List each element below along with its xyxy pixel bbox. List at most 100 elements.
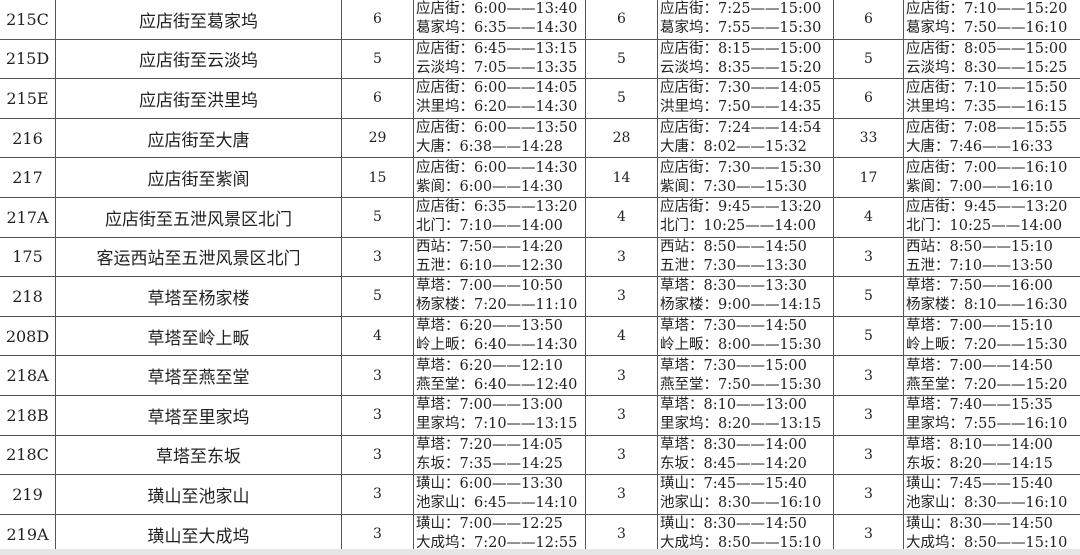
departure-time-line: 五泄：7:10——13:50: [906, 257, 1053, 274]
departure-times: 应店街：8:15——15:00 云淡坞：8:35——15:20: [657, 38, 834, 80]
departure-time-line: 云淡坞：7:05——13:35: [416, 59, 578, 76]
route-number: 218B: [0, 394, 56, 436]
departure-times: 草塔：7:30——15:00 燕至堂：7:50——15:30: [657, 355, 834, 396]
route-number: 216: [0, 117, 56, 159]
trip-count: 3: [341, 513, 414, 555]
departure-time-line: 大唐：6:38——14:28: [416, 139, 563, 156]
departure-time-line: 燕至堂：6:40——12:40: [416, 376, 578, 393]
departure-time-line: 应店街：6:00——13:40: [416, 1, 578, 18]
departure-time-line: 草塔：7:00——10:50: [416, 278, 563, 295]
trip-count: 3: [833, 474, 904, 515]
departure-time-line: 应店街：7:10——15:20: [906, 1, 1068, 18]
route-number: 218C: [0, 434, 56, 476]
departure-times: 应店街：7:10——15:20 葛家坞：7:50——16:10: [903, 0, 1080, 40]
trip-count: 3: [585, 474, 658, 515]
trip-count: 15: [341, 157, 414, 198]
route-number: 218: [0, 276, 56, 317]
departure-time-line: 大成坞：8:50——15:10: [906, 535, 1068, 552]
departure-time-line: 璜山：8:30——14:50: [660, 516, 807, 533]
trip-count: 4: [585, 196, 658, 238]
departure-times: 草塔：7:00——14:50 燕至堂：7:20——15:20: [903, 355, 1080, 396]
trip-count: 3: [341, 394, 414, 436]
table-row: 215D 应店街至云淡坞 5 应店街：6:45——13:15 云淡坞：7:05——13:…: [0, 38, 1080, 80]
trip-count: 3: [833, 434, 904, 476]
departure-times: 应店街：6:00——14:30 紫阆：6:00——14:30: [413, 157, 586, 198]
departure-times: 西站：8:50——14:50 五泄：7:30——13:30: [657, 236, 834, 278]
departure-times: 应店街：7:30——14:05 洪里坞：7:50——14:35: [657, 78, 834, 119]
departure-time-line: 洪里坞：7:50——14:35: [660, 99, 822, 116]
departure-time-line: 草塔：8:30——14:00: [660, 436, 807, 453]
trip-count: 5: [341, 38, 414, 80]
table-row: 208D 草塔至岭上畈 4 草塔：6:20——13:50 岭上畈：6:40——14:30…: [0, 315, 1080, 357]
departure-time-line: 紫阆：7:30——15:30: [660, 178, 807, 195]
departure-time-line: 璜山：6:00——13:30: [416, 476, 563, 493]
departure-times: 草塔：7:20——14:05 东坂：7:35——14:25: [413, 434, 586, 476]
table-row: 215C 应店街至葛家坞 6 应店街：6:00——13:40 葛家坞：6:35——14:…: [0, 0, 1080, 40]
departure-time-line: 璜山：7:45——15:40: [660, 476, 807, 493]
trip-count: 17: [833, 157, 904, 198]
departure-time-line: 应店街：6:00——13:50: [416, 120, 578, 137]
departure-times: 应店街：7:25——15:00 葛家坞：7:55——15:30: [657, 0, 834, 40]
departure-time-line: 草塔：6:20——12:10: [416, 357, 563, 374]
departure-times: 应店街：6:00——13:40 葛家坞：6:35——14:30: [413, 0, 586, 40]
departure-times: 璜山：7:45——15:40 池家山：8:30——16:10: [657, 474, 834, 515]
route-number: 215C: [0, 0, 56, 40]
departure-time-line: 东坂：8:45——14:20: [660, 455, 807, 472]
trip-count: 6: [341, 78, 414, 119]
departure-time-line: 东坂：8:20——14:15: [906, 455, 1053, 472]
table-row: 218C 草塔至东坂 3 草塔：7:20——14:05 东坂：7:35——14:25 3 草…: [0, 434, 1080, 476]
departure-time-line: 应店街：7:30——15:30: [660, 159, 822, 176]
departure-times: 西站：8:50——15:10 五泄：7:10——13:50: [903, 236, 1080, 278]
trip-count: 28: [585, 117, 658, 159]
departure-time-line: 葛家坞：7:55——15:30: [660, 20, 822, 37]
trip-count: 5: [585, 38, 658, 80]
trip-count: 3: [585, 434, 658, 476]
trip-count: 33: [833, 117, 904, 159]
departure-times: 草塔：7:00——10:50 杨家楼：7:20——11:10: [413, 276, 586, 317]
departure-time-line: 紫阆：6:00——14:30: [416, 178, 563, 195]
departure-times: 草塔：8:10——13:00 里家坞：8:20——13:15: [657, 394, 834, 436]
route-name: 草塔至燕至堂: [55, 355, 342, 396]
trip-count: 6: [341, 0, 414, 40]
trip-count: 3: [341, 474, 414, 515]
trip-count: 3: [585, 394, 658, 436]
departure-times: 西站：7:50——14:20 五泄：6:10——12:30: [413, 236, 586, 278]
departure-time-line: 五泄：7:30——13:30: [660, 257, 807, 274]
departure-time-line: 草塔：8:10——14:00: [906, 436, 1053, 453]
departure-time-line: 草塔：7:00——13:00: [416, 397, 563, 414]
departure-time-line: 洪里坞：6:20——14:30: [416, 99, 578, 116]
table-row: 215E 应店街至洪里坞 6 应店街：6:00——14:05 洪里坞：6:20——14:…: [0, 78, 1080, 119]
departure-times: 应店街：6:00——13:50 大唐：6:38——14:28: [413, 117, 586, 159]
route-name: 璜山至池家山: [55, 474, 342, 515]
departure-time-line: 草塔：7:50——16:00: [906, 278, 1053, 295]
route-name: 草塔至东坂: [55, 434, 342, 476]
departure-times: 应店街：7:10——15:50 洪里坞：7:35——16:15: [903, 78, 1080, 119]
route-name: 客运西站至五泄风景区北门: [55, 236, 342, 278]
departure-times: 应店街：6:35——13:20 北门：7:10——14:00: [413, 196, 586, 238]
departure-times: 应店街：7:00——16:10 紫阆：7:00——16:10: [903, 157, 1080, 198]
table-row: 216 应店街至大唐 29 应店街：6:00——13:50 大唐：6:38——14:28…: [0, 117, 1080, 159]
departure-time-line: 岭上畈：6:40——14:30: [416, 337, 578, 354]
route-number: 217: [0, 157, 56, 198]
departure-time-line: 池家山：6:45——14:10: [416, 495, 578, 512]
trip-count: 14: [585, 157, 658, 198]
departure-time-line: 应店街：6:00——14:05: [416, 80, 578, 97]
trip-count: 3: [341, 434, 414, 476]
departure-times: 璜山：8:30——14:50 大成坞：8:50——15:10: [657, 513, 834, 555]
trip-count: 5: [833, 276, 904, 317]
departure-time-line: 洪里坞：7:35——16:15: [906, 99, 1068, 116]
departure-time-line: 燕至堂：7:20——15:20: [906, 376, 1068, 393]
table-row: 219A 璜山至大成坞 3 璜山：7:00——12:25 大成坞：7:20——12:55…: [0, 513, 1080, 555]
table-row: 218A 草塔至燕至堂 3 草塔：6:20——12:10 燕至堂：6:40——12:40…: [0, 355, 1080, 396]
departure-time-line: 应店街：9:45——13:20: [906, 199, 1068, 216]
departure-time-line: 杨家楼：9:00——14:15: [660, 297, 822, 314]
trip-count: 5: [833, 38, 904, 80]
trip-count: 3: [833, 236, 904, 278]
trip-count: 3: [585, 355, 658, 396]
route-name: 应店街至葛家坞: [55, 0, 342, 40]
route-name: 草塔至杨家楼: [55, 276, 342, 317]
horizontal-scrollbar[interactable]: [0, 549, 1080, 555]
route-name: 草塔至岭上畈: [55, 315, 342, 357]
departure-time-line: 燕至堂：7:50——15:30: [660, 376, 822, 393]
departure-time-line: 大成坞：7:20——12:55: [416, 535, 578, 552]
